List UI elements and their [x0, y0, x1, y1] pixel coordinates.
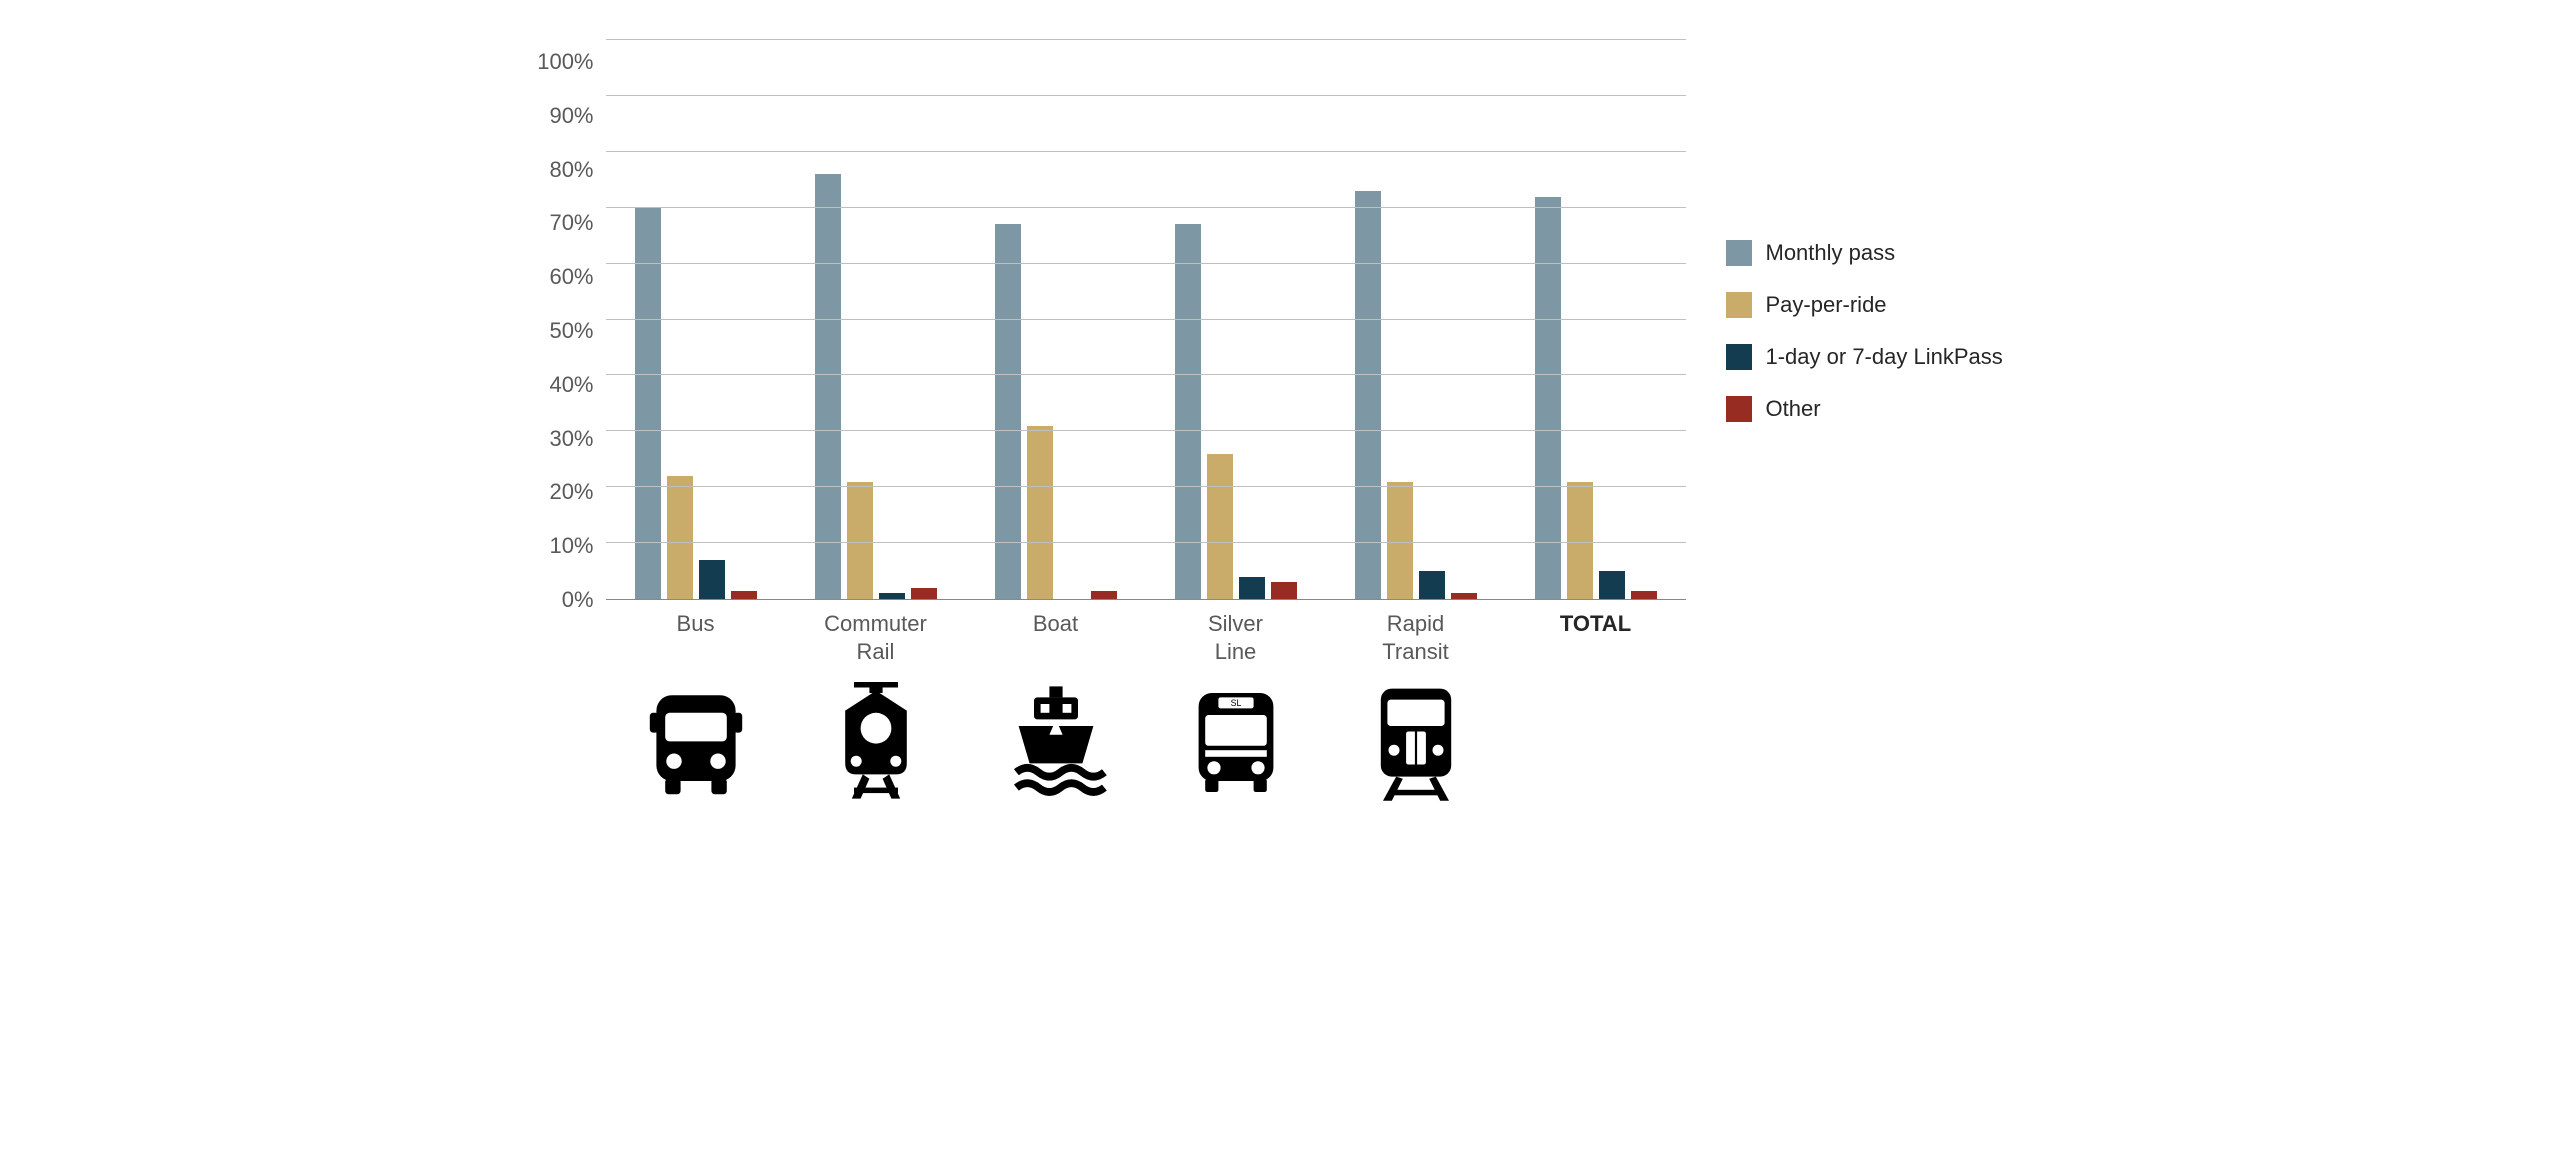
bar-rapid_transit-monthly_pass: [1355, 191, 1381, 599]
bar-bus-pay_per_ride: [667, 476, 693, 599]
bar-silver_line-other: [1271, 582, 1297, 599]
bar-silver_line-linkpass: [1239, 577, 1265, 599]
gridline: [606, 430, 1686, 431]
legend-swatch: [1726, 396, 1752, 422]
bar-total-pay_per_ride: [1567, 482, 1593, 599]
gridline: [606, 263, 1686, 264]
x-label-total: TOTAL: [1506, 600, 1686, 665]
bar-group-bus: [606, 40, 786, 599]
x-label-bus: Bus: [606, 600, 786, 665]
bus-icon-cell: [606, 675, 786, 810]
x-label-silver_line: Silver Line: [1146, 600, 1326, 665]
bar-group-rapid_transit: [1326, 40, 1506, 599]
gridline: [606, 95, 1686, 96]
rapid-transit-icon-cell: [1326, 675, 1506, 810]
y-tick-label: 0%: [526, 589, 594, 611]
legend-item-monthly_pass: Monthly pass: [1726, 240, 2026, 266]
bar-group-silver_line: [1146, 40, 1326, 599]
x-label-boat: Boat: [966, 600, 1146, 665]
commuter-rail-icon-cell: [786, 675, 966, 810]
bar-bus-monthly_pass: [635, 208, 661, 599]
bar-commuter_rail-pay_per_ride: [847, 482, 873, 599]
bar-silver_line-pay_per_ride: [1207, 454, 1233, 599]
legend-item-other: Other: [1726, 396, 2026, 422]
bar-groups: [606, 40, 1686, 599]
gridline: [606, 39, 1686, 40]
bar-rapid_transit-other: [1451, 593, 1477, 599]
bar-group-boat: [966, 40, 1146, 599]
legend-swatch: [1726, 344, 1752, 370]
silver-line-icon-cell: [1146, 675, 1326, 810]
rapid-transit-icon: [1361, 675, 1471, 810]
bus-icon: [641, 675, 751, 810]
legend-item-linkpass: 1-day or 7-day LinkPass: [1726, 344, 2026, 370]
gridline: [606, 207, 1686, 208]
legend-item-pay_per_ride: Pay-per-ride: [1726, 292, 2026, 318]
bar-rapid_transit-pay_per_ride: [1387, 482, 1413, 599]
bar-boat-pay_per_ride: [1027, 426, 1053, 599]
bar-total-monthly_pass: [1535, 197, 1561, 599]
icon-cell-empty: [1506, 675, 1686, 810]
x-label-rapid_transit: Rapid Transit: [1326, 600, 1506, 665]
plot-area: [606, 40, 1686, 600]
bar-group-total: [1506, 40, 1686, 599]
bar-total-linkpass: [1599, 571, 1625, 599]
gridline: [606, 486, 1686, 487]
bar-rapid_transit-linkpass: [1419, 571, 1445, 599]
y-tick-label: 80%: [526, 159, 594, 181]
y-tick-label: 40%: [526, 374, 594, 396]
bar-commuter_rail-monthly_pass: [815, 174, 841, 599]
bar-commuter_rail-other: [911, 588, 937, 599]
silver-line-icon: [1181, 675, 1291, 810]
legend-label: Pay-per-ride: [1766, 292, 1887, 318]
icons-row: [606, 675, 1686, 810]
chart-container: 100% 90% 80% 70% 60% 50% 40% 30% 20% 10% 0% BusCom…: [526, 40, 2026, 810]
y-tick-label: 10%: [526, 535, 594, 557]
x-axis: BusCommuter RailBoatSilver LineRapid Tra…: [606, 600, 1686, 665]
bar-commuter_rail-linkpass: [879, 593, 905, 599]
gridline: [606, 151, 1686, 152]
legend-swatch: [1726, 240, 1752, 266]
x-label-commuter_rail: Commuter Rail: [786, 600, 966, 665]
chart-column: 100% 90% 80% 70% 60% 50% 40% 30% 20% 10% 0% BusCom…: [526, 40, 1686, 810]
legend-label: 1-day or 7-day LinkPass: [1766, 344, 2003, 370]
legend-label: Monthly pass: [1766, 240, 1896, 266]
y-tick-label: 100%: [526, 51, 594, 73]
bar-group-commuter_rail: [786, 40, 966, 599]
boat-icon-cell: [966, 675, 1146, 810]
boat-icon: [1001, 675, 1111, 810]
legend: Monthly pass Pay-per-ride 1-day or 7-day L…: [1726, 240, 2026, 422]
commuter-rail-icon: [821, 675, 931, 810]
y-tick-label: 70%: [526, 212, 594, 234]
y-tick-label: 20%: [526, 481, 594, 503]
bar-bus-linkpass: [699, 560, 725, 599]
legend-swatch: [1726, 292, 1752, 318]
y-tick-label: 50%: [526, 320, 594, 342]
bar-total-other: [1631, 591, 1657, 599]
y-tick-label: 60%: [526, 266, 594, 288]
bar-bus-other: [731, 591, 757, 599]
gridline: [606, 374, 1686, 375]
gridline: [606, 319, 1686, 320]
legend-label: Other: [1766, 396, 1821, 422]
y-tick-label: 30%: [526, 428, 594, 450]
gridline: [606, 542, 1686, 543]
plot-outer: 100%90%80%70%60%50%40%30%20%10%0%: [526, 40, 1686, 600]
bar-boat-other: [1091, 591, 1117, 599]
y-tick-label: 90%: [526, 105, 594, 127]
y-axis: 100%90%80%70%60%50%40%30%20%10%0%: [526, 40, 606, 600]
